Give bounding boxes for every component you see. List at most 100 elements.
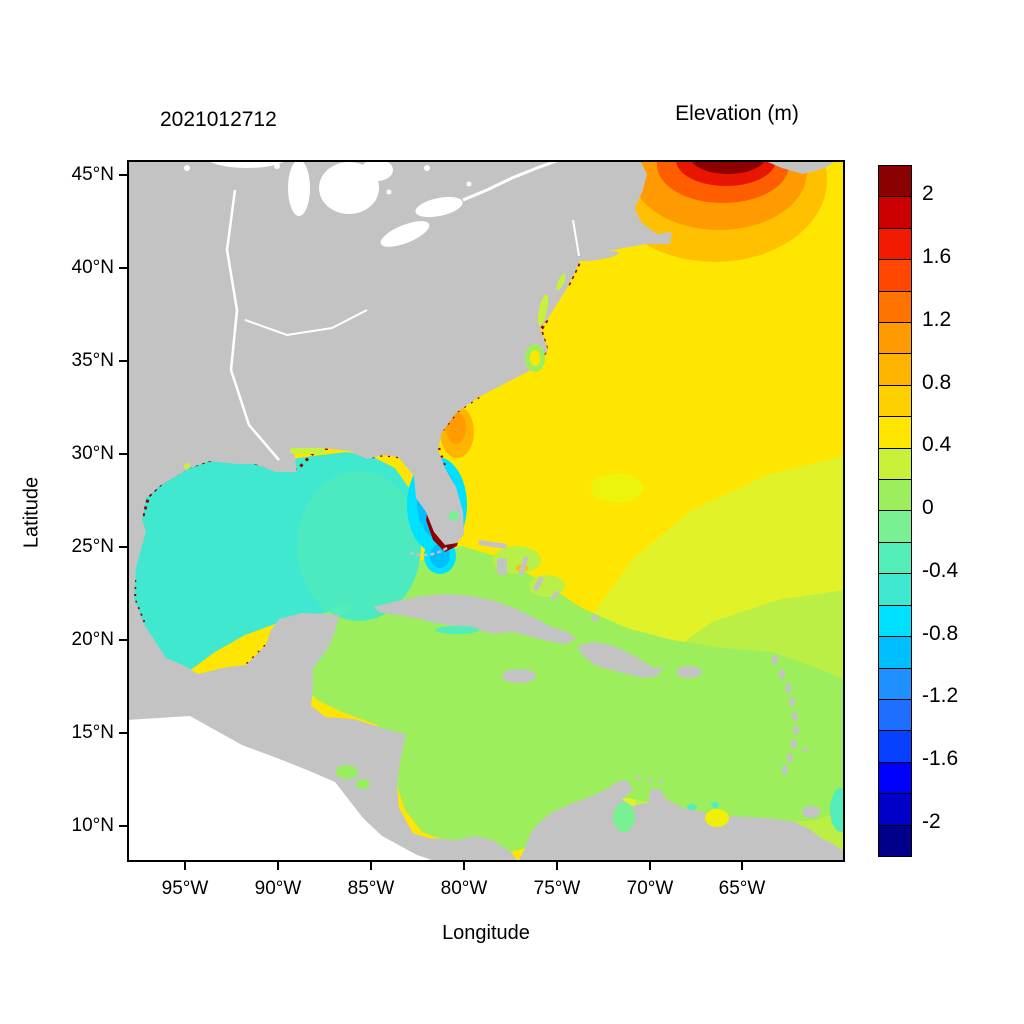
colorbar-label: -0.8: [922, 622, 959, 645]
x-tick-label: 80°W: [440, 878, 488, 899]
colorbar-cell: [879, 574, 911, 606]
x-tick-label: 70°W: [626, 878, 674, 899]
y-tick-mark: [119, 267, 127, 269]
colorbar-cell: [879, 291, 911, 324]
chesapeake-bay: [537, 294, 549, 326]
y-tick-label: 10°N: [71, 815, 114, 836]
south-cuba-shelf: [435, 626, 479, 634]
colorbar-cell: [879, 354, 911, 386]
colorbar-cell: [879, 668, 911, 700]
mississippi-river: [225, 189, 280, 461]
colorbar: [878, 165, 912, 857]
colorbar-label: 1.2: [922, 308, 952, 331]
south-america-land: [518, 780, 845, 862]
inland-lakes-rivers: [184, 160, 580, 461]
colorbar-cell: [879, 480, 911, 512]
colorbar-cell: [879, 699, 911, 732]
ohio-river: [244, 309, 368, 337]
x-tick-mark: [370, 862, 372, 870]
x-tick-mark: [463, 862, 465, 870]
bahamas: [478, 540, 599, 621]
colorbar-cell: [879, 511, 911, 543]
x-tick-label: 90°W: [254, 878, 302, 899]
colorbar-cell: [879, 637, 911, 669]
x-tick-mark: [184, 862, 186, 870]
galveston-bay: [184, 463, 190, 469]
land-mask: [127, 160, 845, 862]
colorbar-cell: [879, 731, 911, 763]
y-tick-label: 20°N: [71, 629, 114, 650]
trinidad: [802, 806, 820, 818]
colorbar-label: 0.4: [922, 433, 952, 456]
colorbar-label: -1.2: [922, 684, 959, 707]
x-tick-label: 95°W: [161, 878, 209, 899]
estuary-inland-water-details: [184, 273, 729, 832]
colorbar-cell: [879, 794, 911, 826]
lake-maracaibo: [613, 802, 635, 832]
colorbar-cell: [879, 542, 911, 575]
y-tick-mark: [119, 639, 127, 641]
y-tick-mark: [119, 825, 127, 827]
puerto-rico: [676, 666, 702, 678]
lake-ontario: [415, 196, 463, 218]
lake-nicaragua: [336, 765, 358, 779]
colorbar-cell: [879, 385, 911, 418]
florida-keys: [409, 546, 448, 557]
delaware-bay: [556, 273, 566, 291]
colorbar-label: -2: [922, 810, 941, 833]
colorbar-label: 0.8: [922, 371, 952, 394]
x-axis-title: Longitude: [442, 922, 530, 944]
y-tick-label: 45°N: [71, 164, 114, 185]
lesser-antilles: [637, 655, 808, 783]
colorbar-cell: [879, 323, 911, 355]
mississippi-sound: [290, 448, 324, 454]
colorbar-label: 1.6: [922, 245, 952, 268]
y-tick-label: 35°N: [71, 350, 114, 371]
georgian-bay: [361, 160, 393, 181]
map-plot: [127, 160, 845, 862]
st-lawrence-river: [462, 160, 560, 202]
colorbar-cell: [879, 825, 911, 856]
x-tick-label: 85°W: [347, 878, 395, 899]
lake-michigan: [288, 160, 310, 216]
y-tick-label: 15°N: [71, 722, 114, 743]
hispaniola: [577, 642, 664, 678]
run-id-label: 2021012712: [160, 108, 277, 131]
y-tick-mark: [119, 174, 127, 176]
x-tick-mark: [556, 862, 558, 870]
colorbar-cell: [879, 762, 911, 795]
y-tick-mark: [119, 453, 127, 455]
venezuela-patch: [705, 809, 729, 827]
x-tick-mark: [649, 862, 651, 870]
long-island: [575, 250, 619, 262]
hudson-river: [572, 219, 580, 257]
colorbar-cell: [879, 166, 911, 198]
colorbar-cell: [879, 605, 911, 638]
north-america-land: [127, 160, 672, 862]
colorbar-cell: [879, 228, 911, 261]
y-tick-label: 25°N: [71, 536, 114, 557]
y-tick-label: 40°N: [71, 257, 114, 278]
x-tick-label: 75°W: [533, 878, 581, 899]
x-tick-label: 65°W: [718, 878, 766, 899]
colorbar-label: 2: [922, 182, 934, 205]
y-tick-mark: [119, 732, 127, 734]
x-tick-mark: [741, 862, 743, 870]
jamaica: [502, 669, 536, 683]
colorbar-cell: [879, 448, 911, 481]
y-tick-label: 30°N: [71, 443, 114, 464]
nova-scotia: [763, 160, 837, 174]
colorbar-cell: [879, 260, 911, 292]
x-tick-mark: [277, 862, 279, 870]
y-tick-mark: [119, 360, 127, 362]
pacific-outside-domain: [127, 716, 438, 862]
colorbar-title: Elevation (m): [675, 102, 799, 125]
colorbar-cell: [879, 417, 911, 449]
cuba: [374, 594, 576, 644]
colorbar-label: -1.6: [922, 747, 959, 770]
y-tick-mark: [119, 546, 127, 548]
lake-erie: [380, 221, 430, 247]
colorbar-cell: [879, 197, 911, 229]
lake-okeechobee: [449, 511, 459, 521]
